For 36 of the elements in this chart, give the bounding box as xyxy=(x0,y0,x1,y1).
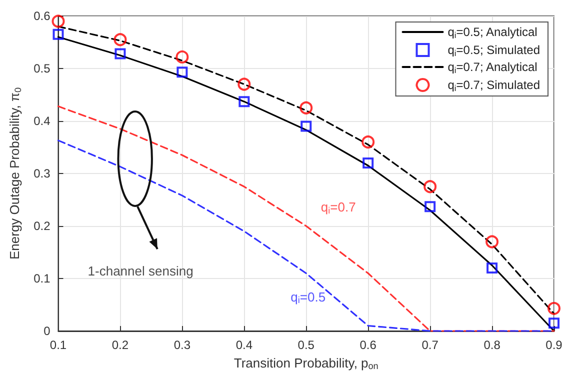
y-tick-label: 0.5 xyxy=(34,62,51,76)
y-tick-label: 0.4 xyxy=(34,114,51,128)
point xyxy=(424,180,437,194)
x-tick-label: 0.4 xyxy=(236,338,253,352)
point xyxy=(114,33,127,46)
point xyxy=(176,50,189,64)
y-tick-label: 0 xyxy=(44,324,51,338)
x-tick-label: 0.9 xyxy=(546,338,563,352)
point xyxy=(176,66,188,78)
point xyxy=(548,318,560,329)
point xyxy=(486,262,498,274)
point xyxy=(114,48,126,60)
x-tick-label: 0.3 xyxy=(174,338,191,352)
point xyxy=(300,120,312,132)
x-tick-label: 0.6 xyxy=(360,338,377,352)
point xyxy=(486,235,499,248)
y-tick-label: 0.2 xyxy=(34,219,51,233)
point xyxy=(238,96,250,108)
x-tick-label: 0.2 xyxy=(112,338,129,352)
y-tick-label: 0.6 xyxy=(34,9,51,23)
point xyxy=(362,158,374,168)
y-tick-label: 0.3 xyxy=(34,166,51,180)
point xyxy=(300,101,313,114)
point xyxy=(52,28,64,40)
point xyxy=(548,302,560,315)
point xyxy=(52,14,65,28)
x-tick-label: 0.8 xyxy=(484,338,501,352)
y-tick-label: 0.1 xyxy=(34,272,51,286)
x-tick-label: 0.1 xyxy=(50,338,67,352)
point xyxy=(238,78,251,91)
y-axis-title: Energy Outage Probability, π0 xyxy=(7,87,23,260)
point xyxy=(362,136,375,148)
annotation: 1-channel sensing xyxy=(88,264,194,279)
x-tick-label: 0.7 xyxy=(422,338,439,352)
point xyxy=(424,201,436,212)
x-tick-label: 0.5 xyxy=(298,338,315,352)
